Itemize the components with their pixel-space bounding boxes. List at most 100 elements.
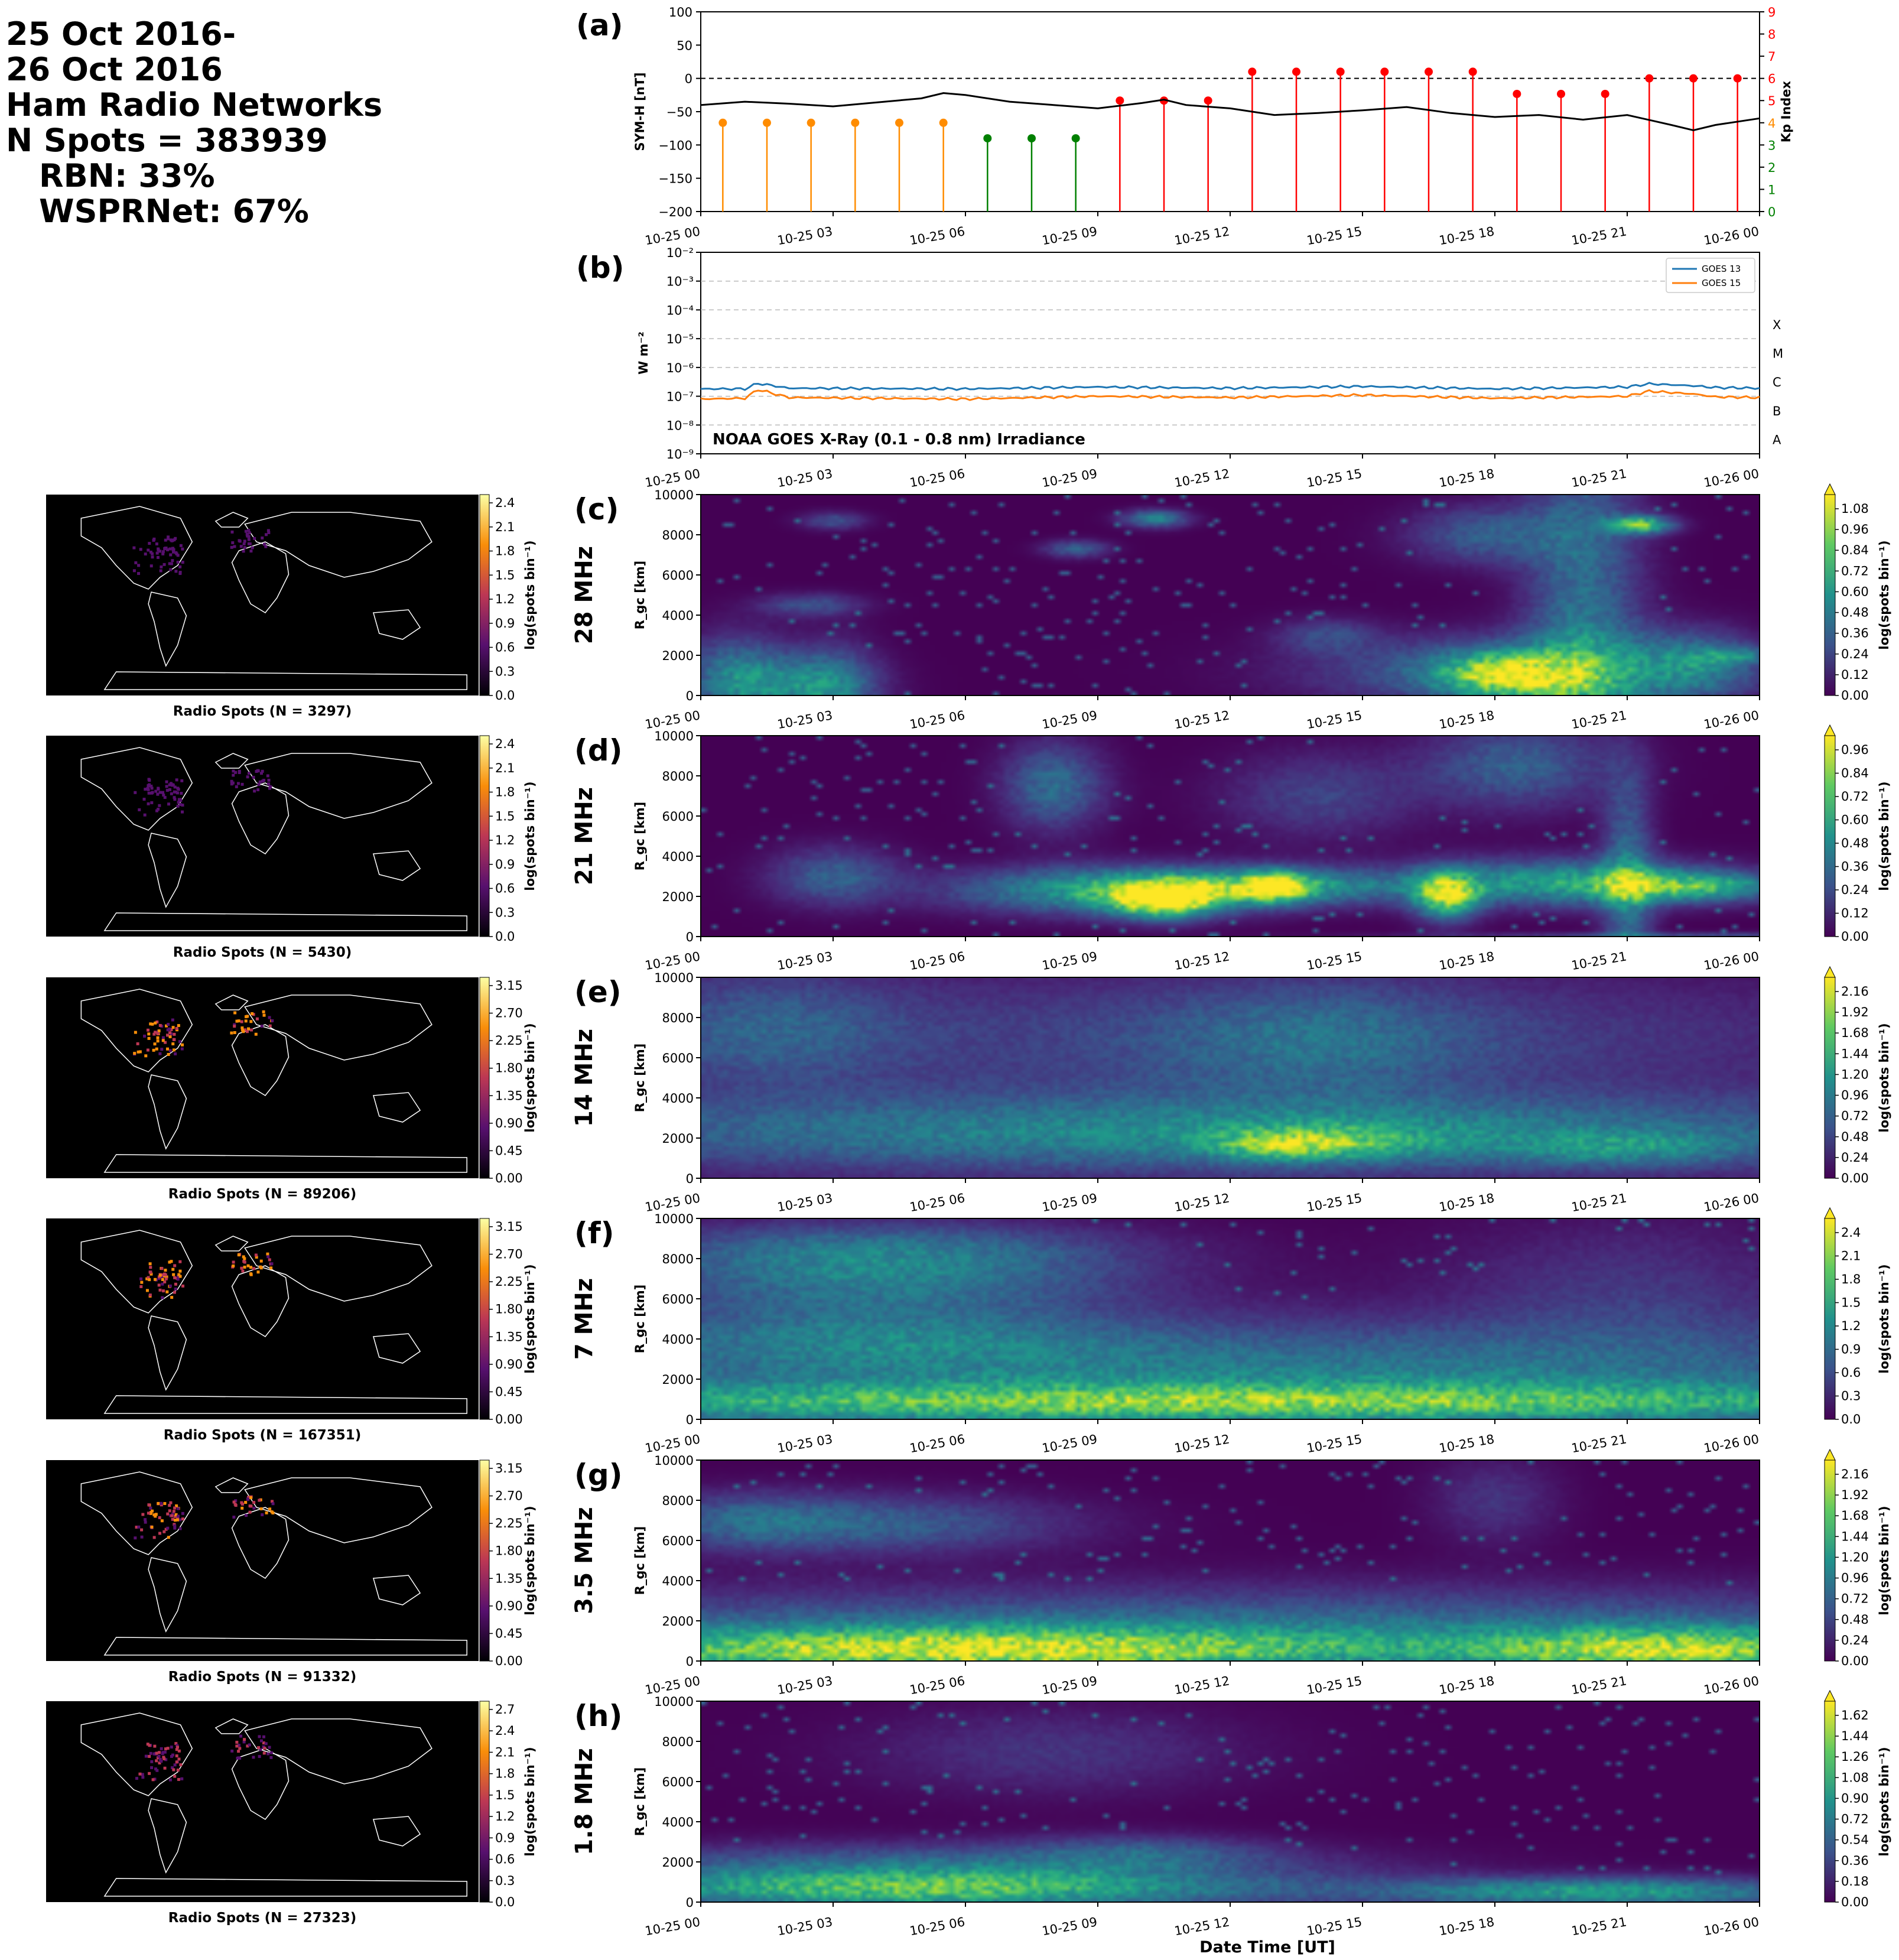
map-colorbar-tick-label: 1.5 [495, 1788, 515, 1802]
map-spot-cell [266, 1255, 270, 1259]
heatmap-xtick-label: 10-25 09 [1041, 1432, 1098, 1455]
map-spot-cell [173, 785, 177, 789]
map-spot-cell [263, 1747, 266, 1750]
map-spot-cell [142, 798, 146, 801]
map-spot-cell [157, 1751, 161, 1754]
map-spot-cell [178, 565, 182, 568]
map-spot-cell [173, 798, 177, 801]
map-colorbar-tick-label: 2.25 [495, 1516, 523, 1530]
map-spot-cell [171, 1018, 174, 1022]
map-spot-cell [271, 1500, 274, 1503]
panel-a-xtick-label: 10-25 09 [1041, 224, 1098, 248]
colorbar-tick-label: 0.48 [1841, 606, 1869, 620]
coastline [80, 506, 193, 590]
map-spot-cell [170, 1260, 173, 1263]
map-spot-cell [141, 1773, 144, 1776]
map-spot-cell [260, 1025, 264, 1028]
map-spot-cell [266, 529, 270, 532]
map-spot-cell [163, 1766, 167, 1770]
map-colorbar-gradient [479, 1218, 490, 1420]
map-spot-cell [267, 782, 271, 786]
heatmap-xtick-label: 10-25 09 [1041, 708, 1098, 732]
header-rbn-share: RBN: 33% [39, 157, 215, 194]
map-spot-cell [154, 1021, 157, 1025]
heatmap-ytick-label: 4000 [662, 1574, 694, 1588]
map-colorbar-tick-label: 0.45 [495, 1384, 523, 1399]
heatmap-xtick-label: 10-26 00 [1703, 1191, 1760, 1214]
map-spot-cell [161, 1282, 164, 1286]
map-spot-cell [176, 1769, 180, 1772]
map-colorbar-tick-label: 1.80 [495, 1061, 523, 1075]
map-spot-cell [262, 1010, 265, 1013]
map-spot-cell [175, 1748, 178, 1751]
map-spot-cell [154, 1278, 157, 1281]
colorbar-tick-label: 0.36 [1841, 860, 1869, 874]
map-spot-cell [253, 789, 256, 793]
map-spot-cell [170, 562, 173, 565]
panel-a-xtick-label: 10-25 00 [644, 224, 701, 248]
band-label: 14 MHz [571, 1029, 598, 1127]
map-spot-cell [155, 1751, 158, 1755]
colorbar-tick-label: 0.72 [1841, 1109, 1869, 1123]
map-colorbar-tick-label: 3.15 [495, 1461, 523, 1475]
coastline [372, 850, 421, 881]
map-spot-cell [271, 1019, 274, 1022]
panel-b-frame [700, 252, 1760, 454]
map-spot-cell [174, 1282, 177, 1286]
map-spot-cell [170, 1746, 173, 1749]
map-colorbar-tick-label: 0.9 [495, 616, 515, 630]
panel-b-letter: (b) [576, 251, 625, 285]
panel-b-annotation: NOAA GOES X-Ray (0.1 - 0.8 nm) Irradianc… [713, 431, 1085, 448]
map-spot-cell [256, 788, 260, 792]
panel-a-ytick-label: −100 [658, 138, 692, 152]
map-colorbar-tick-label: 2.4 [495, 737, 515, 751]
map-spot-cell [143, 1034, 147, 1038]
map-title: Radio Spots (N = 91332) [168, 1669, 357, 1685]
map-spot-cell [150, 801, 154, 804]
kp-marker [1204, 96, 1212, 105]
map-spot-cell [150, 1760, 154, 1763]
kp-marker [1689, 74, 1698, 83]
panel-a-xtick-label: 10-25 12 [1173, 224, 1231, 248]
map-spot-cell [176, 1516, 180, 1520]
heatmap-xtick-label: 10-25 06 [909, 1432, 966, 1455]
map-colorbar: 0.0 0.3 0.6 0.9 1.2 1.5 1.8 2.1 2.4 log(spots bin… [479, 735, 537, 944]
heatmap-xtick-label: 10-26 00 [1703, 1673, 1760, 1697]
map-spot-cell [233, 1011, 237, 1015]
colorbar-tick-label: 1.44 [1841, 1046, 1869, 1061]
panel-a-y2tick-label: 0 [1768, 205, 1776, 219]
map-spot-cell [178, 798, 182, 801]
heatmap-xtick-label: 10-26 00 [1703, 949, 1760, 973]
map-spot-cell [174, 1288, 177, 1291]
map-spot-cell [137, 564, 141, 567]
map-spot-cell [154, 789, 158, 793]
colorbar-tick-label: 0.96 [1841, 522, 1869, 537]
colorbar-extend-arrow [1824, 1207, 1836, 1219]
colorbar-tick-label: 1.5 [1841, 1296, 1861, 1310]
figure-header: 25 Oct 2016- 26 Oct 2016 Ham Radio Netwo… [6, 15, 382, 230]
map-spot-cell [171, 1267, 175, 1271]
map-spot-cell [167, 1023, 170, 1026]
band-label: 28 MHz [571, 546, 598, 644]
map-spot-cell [158, 1288, 162, 1292]
map-spot-cell [178, 1527, 182, 1530]
map-spot-cell [243, 546, 246, 550]
colorbar-extend-arrow [1824, 1689, 1836, 1702]
map-spot-cell [160, 1760, 163, 1763]
heatmap-xtick-label: 10-25 00 [644, 1915, 701, 1938]
heatmap-xtick-label: 10-25 21 [1570, 1915, 1628, 1938]
map-spot-cell [171, 1517, 174, 1521]
map-spot-cell [170, 1514, 174, 1517]
map-spot-cell [258, 1499, 261, 1502]
map-spot-cell [155, 809, 159, 812]
map-spot-cell [243, 1260, 246, 1264]
map-spot-cell [168, 1035, 172, 1039]
map-spot-cell [139, 1285, 143, 1288]
map-spot-cell [162, 794, 165, 797]
map-spot-cell [135, 1525, 138, 1529]
map-spot-cell [158, 1273, 162, 1277]
map-spot-cell [181, 1517, 184, 1521]
map-spot-cell [181, 804, 184, 807]
map-spot-cell [264, 545, 268, 548]
map-spot-cell [158, 1761, 161, 1765]
